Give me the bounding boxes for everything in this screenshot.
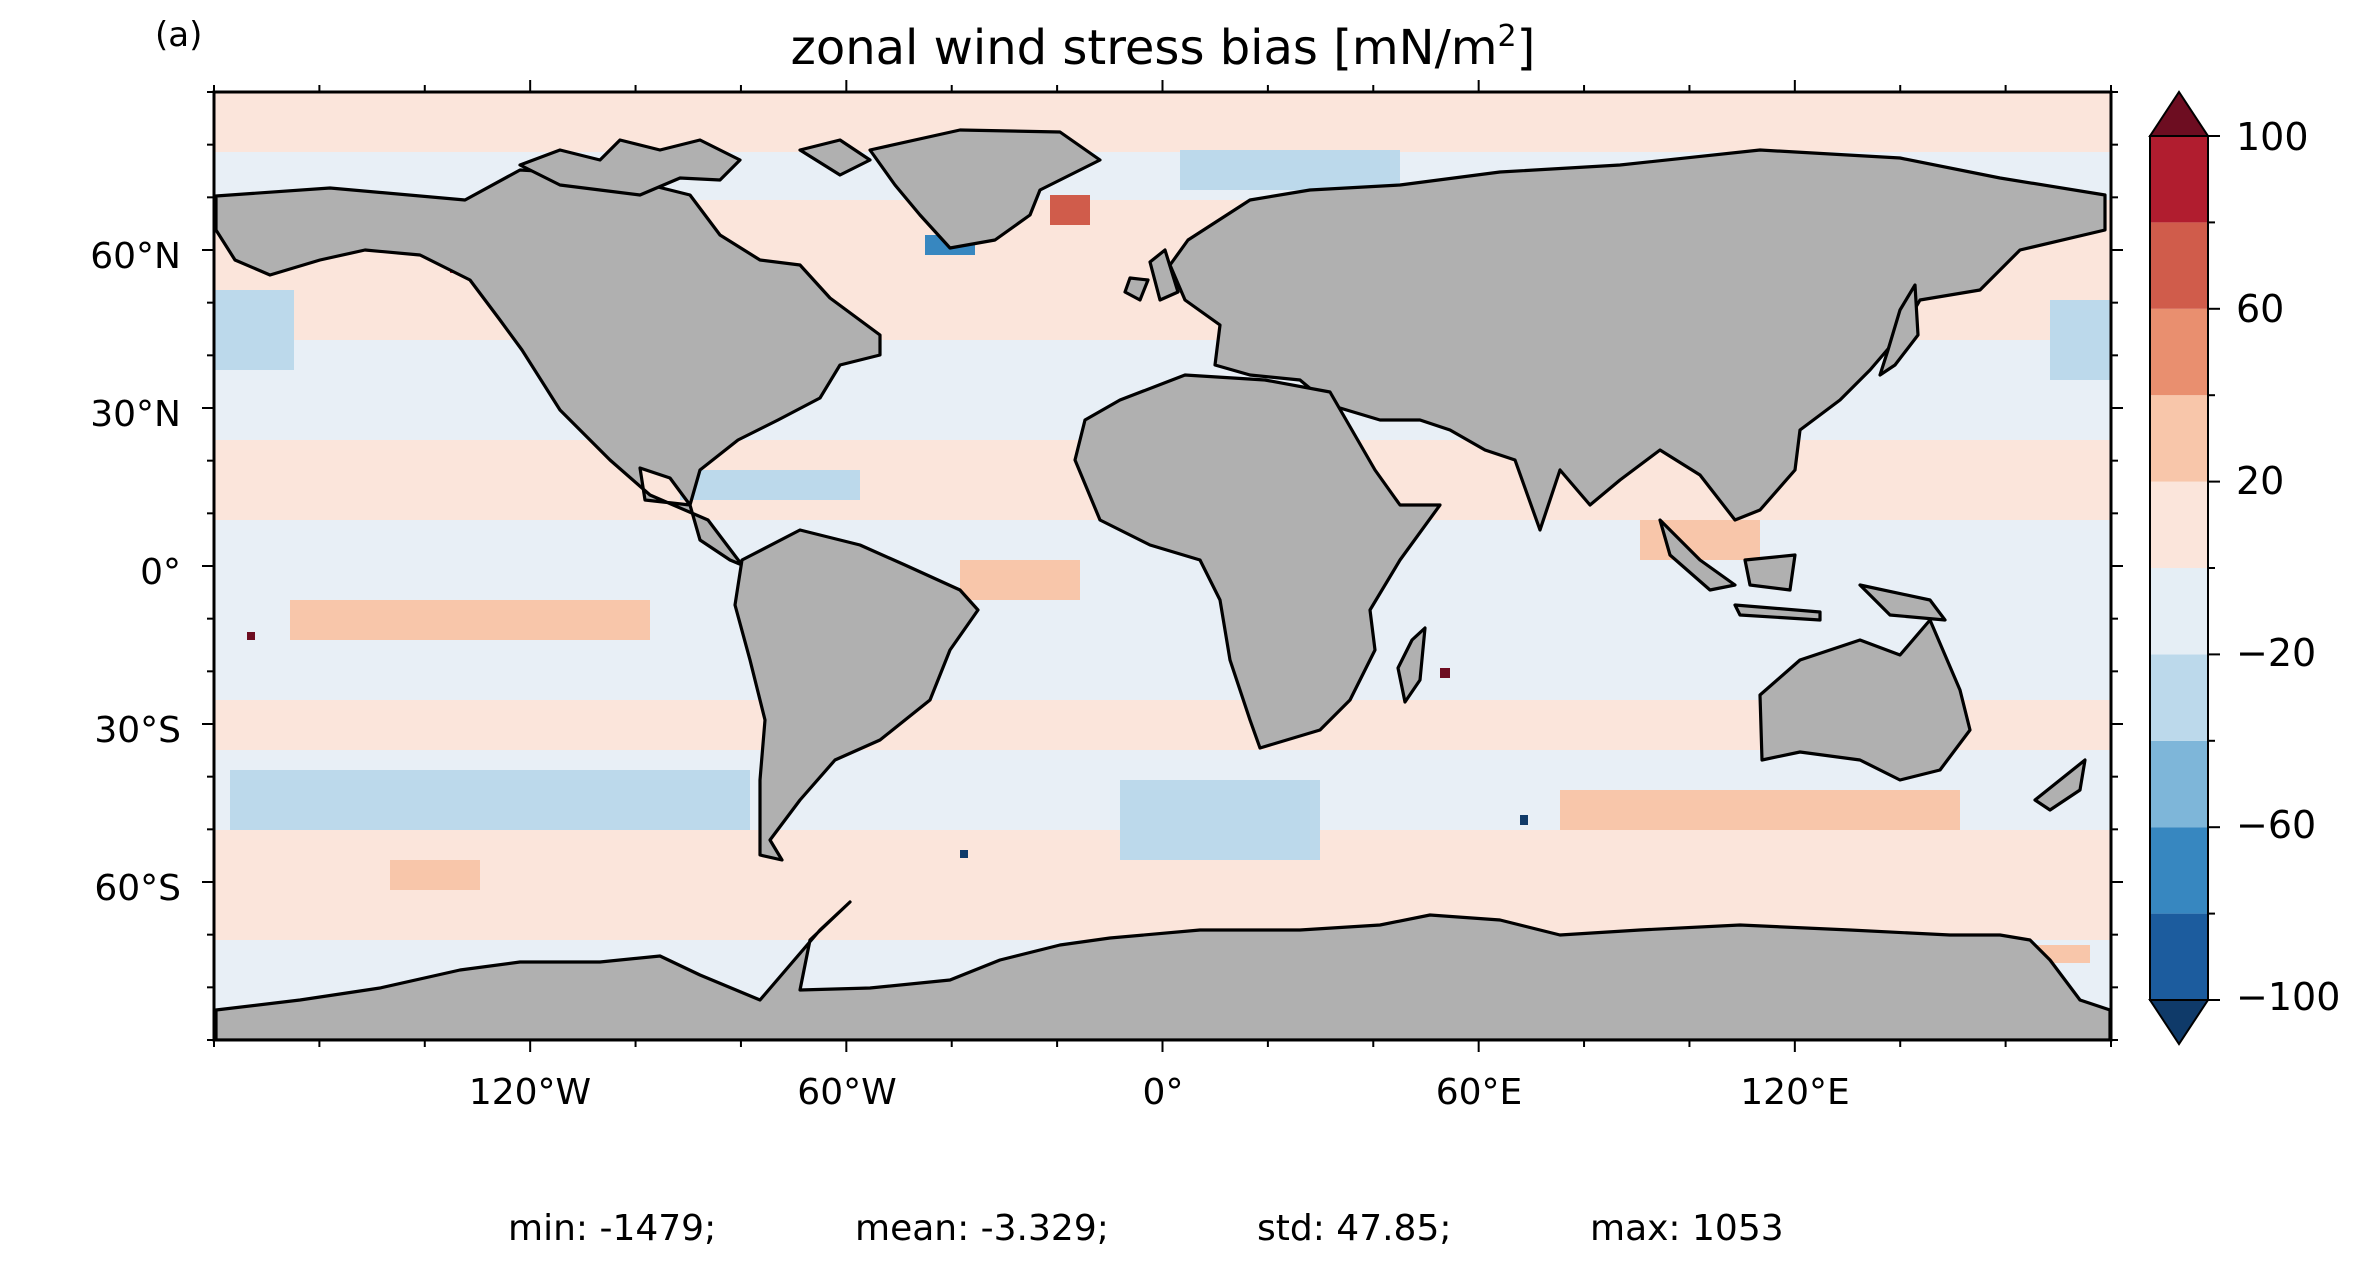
landmass-canadian-archipelago [518,138,872,197]
colorbar-extend-over [2148,90,2210,137]
colorbar-tick-label: 20 [2236,459,2284,503]
colorbar-segment [2150,740,2208,828]
landmass-indonesia [1658,518,1947,622]
lat-tick-label: 60°N [90,236,181,277]
landmass-greenland [868,128,1102,250]
landmass-antarctica [214,900,2111,1040]
landmass-madagascar [1396,626,1427,704]
stats-footer: min: -1479; mean: -3.329; std: 47.85; ma… [508,1208,1784,1249]
landmass-new-zealand [2033,758,2087,812]
land-mask [214,128,2111,1040]
landmass-british-isles [1123,248,1180,302]
lon-tick-label: 60°W [797,1072,896,1113]
map-area [202,80,2123,1052]
colorbar-segment [2150,913,2208,1000]
lon-tick-label: 120°W [469,1072,591,1113]
map-title: zonal wind stress bias [mN/m2] [791,19,1536,76]
map-ticks [202,80,2123,1052]
lon-tick-labels: 120°W 60°W 0° 60°E 120°E [469,1072,1850,1113]
colorbar-segment [2150,308,2208,396]
colorbar-segment [2150,222,2208,309]
colorbar-extend-under [2148,999,2210,1046]
panel-label: (a) [155,15,202,55]
lat-tick-label: 30°S [94,710,181,751]
lon-tick-label: 60°E [1436,1072,1523,1113]
colorbar-segment [2150,481,2208,568]
colorbar [2148,90,2220,1046]
colorbar-segment [2150,395,2208,482]
landmass-south-america [733,528,980,862]
lat-tick-label: 30°N [90,394,181,435]
lat-tick-label: 0° [140,552,181,593]
stat-std: std: 47.85; [1257,1208,1451,1249]
colorbar-tick-label: −60 [2236,803,2316,847]
colorbar-tick-label: −20 [2236,631,2316,675]
colorbar-segment [2150,654,2208,741]
colorbar-tick-label: −100 [2236,975,2340,1019]
lon-tick-label: 120°E [1740,1072,1849,1113]
stat-mean: mean: -3.329; [855,1208,1109,1249]
landmass-north-america [214,168,882,567]
lat-tick-label: 60°S [94,868,181,909]
landmass-australia [1758,618,1972,782]
lon-tick-label: 0° [1143,1072,1184,1113]
landmass-japan [1878,283,1920,377]
stat-min: min: -1479; [508,1208,716,1249]
colorbar-segment [2150,568,2208,655]
colorbar-tick-label: 100 [2236,115,2309,159]
colorbar-tick-label: 60 [2236,287,2284,331]
colorbar-segment [2150,827,2208,914]
colorbar-segment [2150,136,2208,223]
colorbar-tick-labels: 100 60 20 −20 −60 −100 [2236,115,2340,1019]
stat-max: max: 1053 [1590,1208,1784,1249]
lat-tick-labels: 60°N 30°N 0° 30°S 60°S [90,236,181,909]
landmass-africa [1073,373,1442,750]
